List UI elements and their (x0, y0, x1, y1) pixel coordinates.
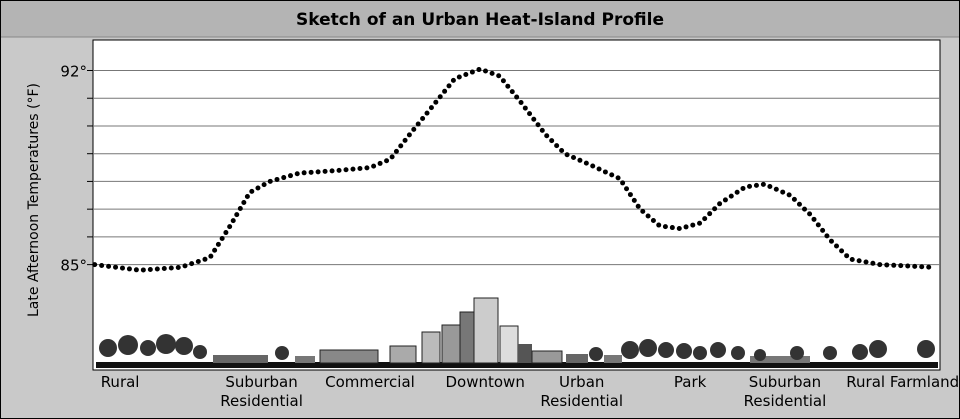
y-tick-label: 92° (60, 63, 87, 81)
x-tick-label: Urban Residential (540, 373, 624, 410)
x-tick-label: Park (673, 373, 707, 391)
x-tick-label: Commercial (325, 373, 415, 391)
x-tick-label: Rural Farmland (846, 373, 960, 391)
x-tick-label: Rural (100, 373, 140, 391)
title-bar (1, 1, 959, 37)
x-tick-label: Suburban Residential (743, 373, 827, 410)
grid (87, 70, 940, 266)
x-tick-label: Downtown (445, 373, 525, 391)
chart-title: Sketch of an Urban Heat-Island Profile (296, 10, 664, 30)
y-axis-label: Late Afternoon Temperatures (°F) (26, 83, 42, 317)
series (92, 66, 938, 273)
x-tick-label: Suburban Residential (220, 373, 303, 410)
temperature-line (92, 66, 938, 273)
y-tick-label: 85° (60, 257, 87, 275)
plot-area (92, 39, 941, 371)
skyline (96, 297, 938, 368)
